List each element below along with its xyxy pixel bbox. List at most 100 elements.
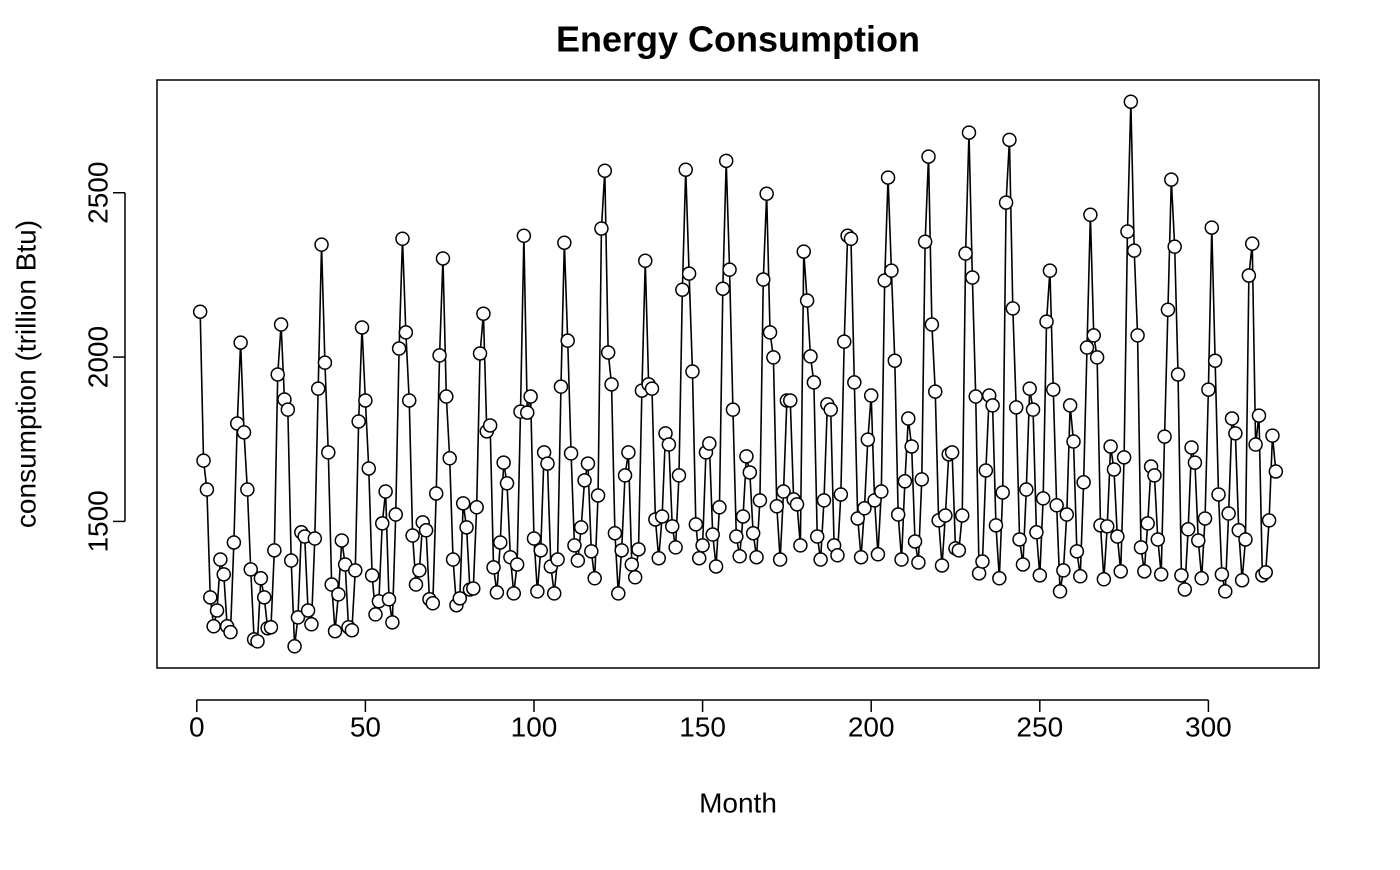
point bbox=[1116, 450, 1132, 465]
point bbox=[897, 474, 913, 489]
point bbox=[1207, 353, 1223, 368]
point bbox=[904, 439, 919, 454]
point bbox=[206, 619, 221, 634]
point bbox=[874, 484, 889, 499]
point bbox=[1052, 584, 1068, 599]
point bbox=[375, 516, 390, 531]
point bbox=[324, 577, 339, 592]
point bbox=[287, 639, 302, 654]
point bbox=[1015, 557, 1031, 572]
point bbox=[638, 253, 653, 269]
point bbox=[857, 501, 872, 516]
point bbox=[1005, 301, 1021, 316]
point bbox=[668, 540, 683, 555]
point bbox=[742, 465, 758, 480]
point bbox=[408, 577, 424, 592]
point bbox=[681, 266, 697, 281]
point bbox=[799, 293, 815, 308]
point bbox=[745, 525, 761, 541]
point bbox=[1204, 220, 1220, 235]
point bbox=[1039, 314, 1054, 329]
point bbox=[452, 591, 468, 606]
point bbox=[1248, 437, 1263, 452]
point bbox=[823, 402, 838, 417]
point bbox=[772, 552, 788, 567]
point bbox=[1110, 529, 1125, 544]
point bbox=[523, 389, 538, 404]
point bbox=[280, 402, 296, 417]
point bbox=[1022, 381, 1037, 396]
point bbox=[901, 411, 916, 426]
point bbox=[1059, 507, 1075, 522]
point bbox=[526, 531, 542, 546]
point bbox=[860, 432, 876, 447]
point bbox=[1150, 532, 1166, 547]
point bbox=[1224, 411, 1240, 426]
point bbox=[587, 571, 602, 586]
point bbox=[1056, 563, 1071, 578]
point bbox=[863, 388, 879, 403]
point bbox=[1113, 564, 1128, 579]
point bbox=[708, 559, 724, 574]
point bbox=[870, 547, 886, 562]
point bbox=[344, 622, 360, 638]
point bbox=[921, 149, 936, 164]
point bbox=[1086, 328, 1101, 343]
series-line bbox=[199, 101, 1277, 647]
point bbox=[1187, 455, 1203, 470]
point bbox=[968, 389, 983, 404]
point bbox=[1106, 462, 1122, 477]
point bbox=[1073, 569, 1088, 584]
point bbox=[644, 381, 660, 396]
point bbox=[776, 484, 791, 499]
point bbox=[1191, 533, 1206, 548]
point bbox=[580, 456, 596, 471]
point bbox=[388, 507, 403, 522]
point bbox=[466, 581, 481, 596]
point bbox=[621, 445, 636, 460]
point bbox=[890, 507, 906, 522]
point bbox=[203, 590, 218, 605]
point bbox=[611, 586, 626, 601]
point bbox=[671, 468, 687, 483]
point bbox=[418, 523, 434, 538]
point bbox=[847, 375, 862, 390]
point bbox=[1035, 491, 1051, 506]
point bbox=[472, 346, 488, 361]
point bbox=[1046, 382, 1061, 397]
point bbox=[1019, 482, 1034, 497]
point bbox=[368, 607, 383, 622]
point bbox=[766, 350, 781, 365]
point bbox=[1153, 567, 1169, 582]
point bbox=[1042, 263, 1058, 278]
point bbox=[533, 543, 548, 558]
point bbox=[1126, 243, 1142, 258]
point bbox=[691, 550, 707, 566]
point bbox=[1062, 398, 1078, 413]
point bbox=[364, 568, 380, 583]
point bbox=[850, 511, 865, 526]
point bbox=[843, 231, 859, 247]
point bbox=[256, 590, 272, 605]
point bbox=[358, 393, 373, 408]
point bbox=[439, 389, 454, 404]
point bbox=[493, 535, 508, 550]
point bbox=[739, 449, 754, 464]
point bbox=[961, 125, 977, 140]
point bbox=[267, 543, 282, 558]
point bbox=[334, 533, 350, 548]
y-tick-label: 2500 bbox=[82, 162, 113, 224]
point bbox=[509, 557, 525, 572]
x-tick-label: 300 bbox=[1185, 711, 1232, 742]
point bbox=[270, 367, 285, 382]
point bbox=[604, 377, 619, 392]
point bbox=[965, 270, 980, 285]
point bbox=[894, 552, 909, 567]
point bbox=[425, 596, 441, 611]
point bbox=[273, 317, 289, 332]
point bbox=[590, 488, 606, 503]
point bbox=[654, 509, 670, 524]
point bbox=[951, 543, 967, 558]
point bbox=[1238, 532, 1253, 547]
